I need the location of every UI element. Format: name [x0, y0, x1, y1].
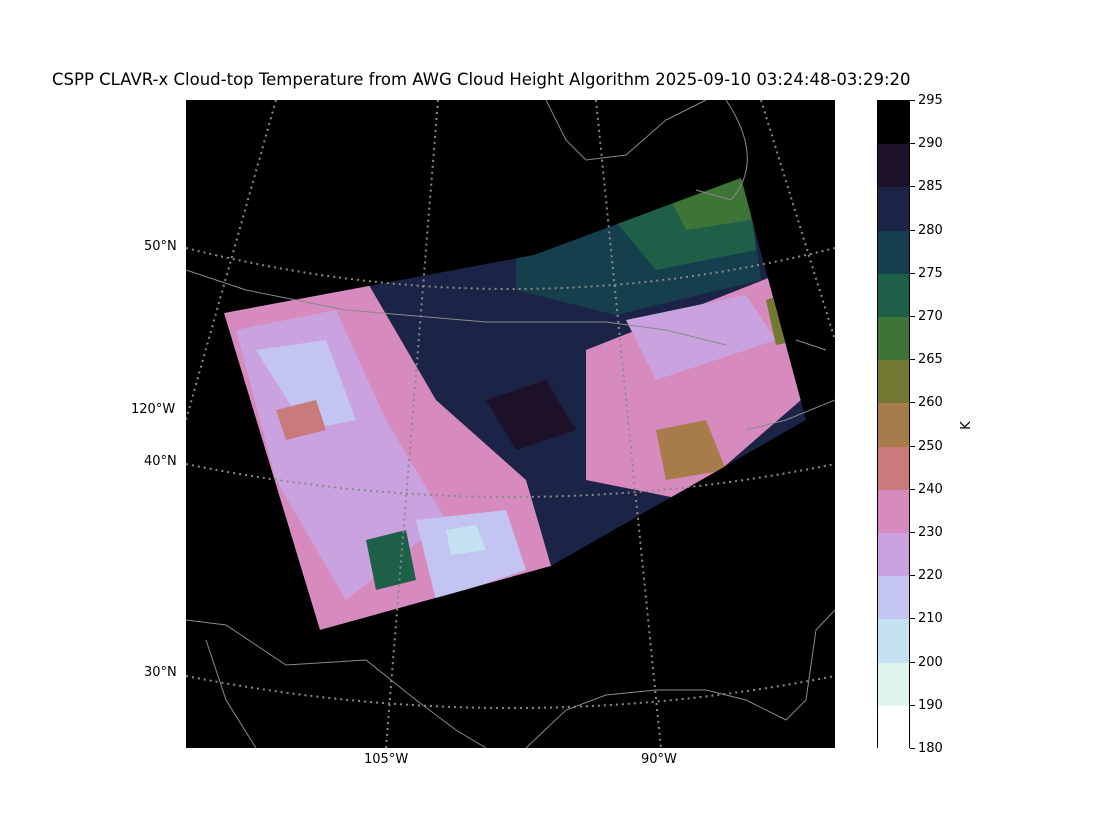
colorbar-segment [878, 619, 909, 664]
colorbar-segment [878, 230, 909, 275]
colorbar-tick-label: 200 [918, 654, 943, 670]
colorbar-tick-label: 180 [918, 741, 943, 756]
colorbar-segment [878, 705, 909, 750]
colorbar-tick [910, 748, 915, 749]
colorbar [877, 100, 910, 750]
colorbar-tick-label: 270 [918, 309, 943, 324]
map-panel[interactable] [186, 100, 835, 748]
colorbar-segment [878, 273, 909, 318]
colorbar-tick-label: 295 [918, 93, 943, 108]
lat-label-40n: 40°N [144, 454, 177, 469]
colorbar-tick [910, 100, 915, 101]
lat-label-50n: 50°N [144, 239, 177, 254]
colorbar-unit-label: K [958, 421, 974, 430]
colorbar-segment [878, 446, 909, 491]
colorbar-segment [878, 576, 909, 620]
colorbar-tick [910, 488, 915, 490]
colorbar-tick-label: 250 [918, 438, 943, 454]
colorbar-tick [910, 445, 915, 447]
colorbar-tick-label: 265 [918, 352, 943, 368]
coastlines [186, 100, 835, 748]
colorbar-segment [878, 187, 909, 232]
colorbar-tick-label: 240 [918, 481, 943, 497]
colorbar-tick-label: 220 [918, 568, 943, 584]
colorbar-segment [878, 144, 909, 188]
colorbar-tick-label: 275 [918, 265, 943, 281]
colorbar-tick [910, 143, 915, 145]
colorbar-segment [878, 489, 909, 534]
colorbar-segment [878, 360, 909, 404]
colorbar-tick [910, 575, 915, 577]
lon-label-105w: 105°W [364, 752, 409, 767]
map-title: CSPP CLAVR-x Cloud-top Temperature from … [52, 70, 911, 89]
colorbar-tick [910, 272, 915, 274]
colorbar-tick [910, 186, 915, 188]
cloud-swath [224, 178, 806, 630]
colorbar-segment [878, 317, 909, 361]
graticule [186, 100, 835, 748]
colorbar-tick-label: 230 [918, 525, 943, 540]
colorbar-tick [910, 229, 915, 231]
colorbar-tick [910, 618, 915, 620]
colorbar-tick-label: 190 [918, 697, 943, 713]
colorbar-tick-label: 280 [918, 222, 943, 238]
colorbar-tick-label: 285 [918, 179, 943, 195]
colorbar-tick [910, 661, 915, 663]
map-canvas [186, 100, 835, 748]
lon-label-90w: 90°W [641, 752, 677, 767]
colorbar-tick [910, 402, 915, 404]
colorbar-tick [910, 316, 915, 317]
colorbar-tick [910, 532, 915, 533]
colorbar-tick-label: 260 [918, 395, 943, 411]
lat-label-30n: 30°N [144, 665, 177, 680]
colorbar-segment [878, 533, 909, 577]
colorbar-segment [878, 403, 909, 448]
colorbar-tick-label: 210 [918, 611, 943, 627]
colorbar-segment [878, 662, 909, 707]
colorbar-segment [878, 101, 909, 145]
colorbar-tick [910, 704, 915, 706]
colorbar-tick-label: 290 [918, 136, 943, 152]
colorbar-tick [910, 359, 915, 361]
lon-label-120w: 120°W [131, 402, 176, 417]
